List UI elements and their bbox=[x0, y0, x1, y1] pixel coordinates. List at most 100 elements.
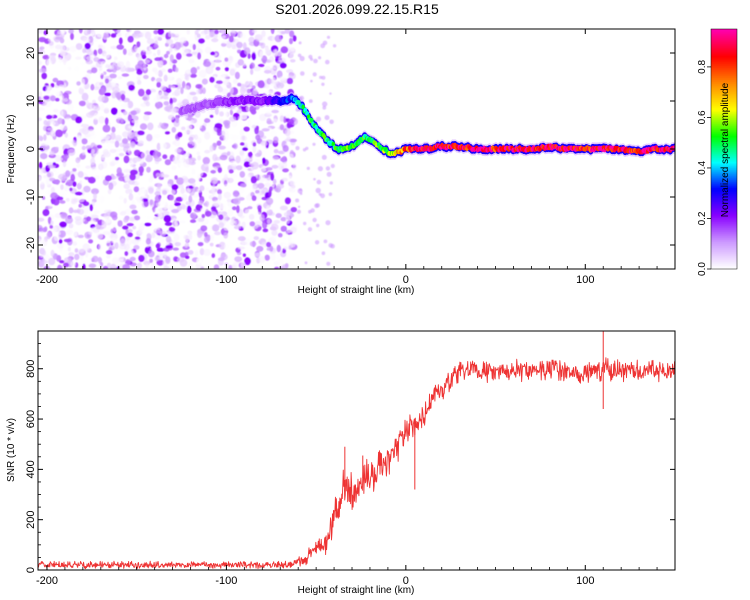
noise-speck bbox=[248, 213, 255, 220]
colorbar-step bbox=[711, 209, 737, 212]
noise-speck bbox=[112, 29, 118, 32]
noise-speck bbox=[223, 232, 229, 239]
noise-speck bbox=[290, 59, 296, 63]
noise-speck bbox=[47, 127, 53, 131]
noise-speck bbox=[243, 161, 251, 168]
noise-speck bbox=[232, 190, 240, 198]
noise-speck bbox=[91, 67, 98, 74]
noise-speck bbox=[170, 85, 176, 89]
noise-speck bbox=[47, 172, 52, 178]
noise-speck bbox=[59, 49, 66, 57]
noise-speck bbox=[325, 59, 330, 65]
noise-speck bbox=[209, 234, 215, 242]
noise-speck bbox=[62, 160, 67, 168]
noise-speck bbox=[130, 141, 136, 149]
noise-speck bbox=[211, 253, 216, 258]
noise-speck bbox=[74, 191, 83, 196]
noise-speck bbox=[109, 211, 118, 218]
y-tick-label: -10 bbox=[25, 189, 37, 205]
noise-speck bbox=[205, 29, 210, 35]
colorbar-step bbox=[711, 145, 737, 148]
noise-speck bbox=[321, 251, 326, 255]
noise-speck bbox=[61, 58, 68, 63]
noise-speck bbox=[171, 126, 177, 133]
noise-speck bbox=[65, 197, 70, 202]
noise-speck bbox=[85, 56, 94, 60]
noise-speck bbox=[252, 88, 258, 95]
colorbar-tick-label: 0.6 bbox=[697, 110, 708, 124]
noise-speck bbox=[289, 30, 295, 38]
noise-speck bbox=[62, 68, 69, 73]
noise-speck bbox=[169, 54, 174, 63]
noise-speck bbox=[280, 165, 285, 169]
colorbar-step bbox=[711, 121, 737, 124]
noise-speck bbox=[276, 244, 281, 253]
noise-speck bbox=[176, 77, 183, 85]
noise-speck bbox=[109, 73, 117, 79]
noise-speck bbox=[228, 233, 234, 238]
noise-speck bbox=[276, 255, 281, 261]
noise-speck bbox=[271, 230, 278, 236]
noise-speck bbox=[114, 114, 123, 120]
noise-speck bbox=[115, 134, 122, 142]
noise-speck bbox=[124, 203, 130, 208]
noise-speck bbox=[154, 191, 161, 197]
noise-speck bbox=[138, 88, 145, 97]
noise-speck bbox=[264, 46, 271, 51]
noise-speck bbox=[159, 142, 167, 149]
noise-speck bbox=[91, 188, 99, 195]
noise-speck bbox=[250, 109, 257, 115]
noise-speck bbox=[197, 155, 202, 161]
noise-speck bbox=[103, 151, 111, 158]
noise-speck bbox=[209, 114, 214, 119]
noise-speck bbox=[47, 38, 53, 42]
spectrogram-x-axis-label: Height of straight line (km) bbox=[298, 285, 415, 296]
noise-speck bbox=[106, 240, 112, 248]
noise-speck bbox=[163, 53, 169, 59]
noise-speck bbox=[184, 242, 189, 248]
noise-speck bbox=[74, 216, 82, 221]
noise-speck bbox=[244, 209, 252, 215]
noise-speck bbox=[116, 32, 122, 37]
noise-speck bbox=[46, 114, 53, 120]
noise-speck bbox=[156, 225, 161, 230]
noise-speck bbox=[196, 89, 201, 95]
noise-speck bbox=[192, 193, 199, 198]
noise-speck bbox=[137, 130, 145, 136]
noise-speck bbox=[269, 245, 274, 252]
colorbar-step bbox=[711, 91, 737, 94]
noise-speck bbox=[237, 82, 242, 87]
noise-speck bbox=[174, 242, 181, 247]
noise-speck bbox=[206, 122, 211, 127]
noise-speck bbox=[284, 29, 290, 34]
colorbar-frame bbox=[710, 28, 738, 270]
colorbar-step bbox=[711, 29, 737, 32]
noise-speck bbox=[144, 111, 152, 116]
noise-speck bbox=[180, 73, 184, 80]
colorbar-step bbox=[711, 137, 737, 140]
noise-speck bbox=[223, 110, 228, 119]
noise-speck bbox=[272, 49, 279, 57]
noise-speck bbox=[153, 35, 162, 41]
noise-speck bbox=[237, 59, 244, 66]
noise-speck bbox=[99, 82, 104, 86]
noise-speck bbox=[38, 135, 43, 141]
noise-speck bbox=[72, 203, 78, 207]
snr-ticks: -200 -100 0 100 0 200 400 600 800 bbox=[25, 343, 676, 587]
noise-speck bbox=[149, 209, 154, 215]
noise-speck bbox=[289, 53, 295, 59]
noise-speck bbox=[99, 195, 105, 204]
noise-speck bbox=[150, 241, 154, 247]
noise-speck bbox=[322, 101, 328, 107]
spectrogram-plot-area bbox=[38, 29, 675, 269]
colorbar-tick-label: 0.8 bbox=[697, 60, 708, 74]
noise-speck bbox=[128, 179, 135, 185]
noise-speck bbox=[265, 49, 270, 55]
noise-speck bbox=[195, 130, 203, 136]
noise-speck bbox=[166, 242, 170, 246]
noise-speck bbox=[242, 253, 246, 257]
x-tick-label: 0 bbox=[403, 575, 409, 587]
noise-speck bbox=[129, 204, 137, 210]
noise-speck bbox=[133, 245, 140, 250]
noise-speck bbox=[145, 238, 151, 245]
